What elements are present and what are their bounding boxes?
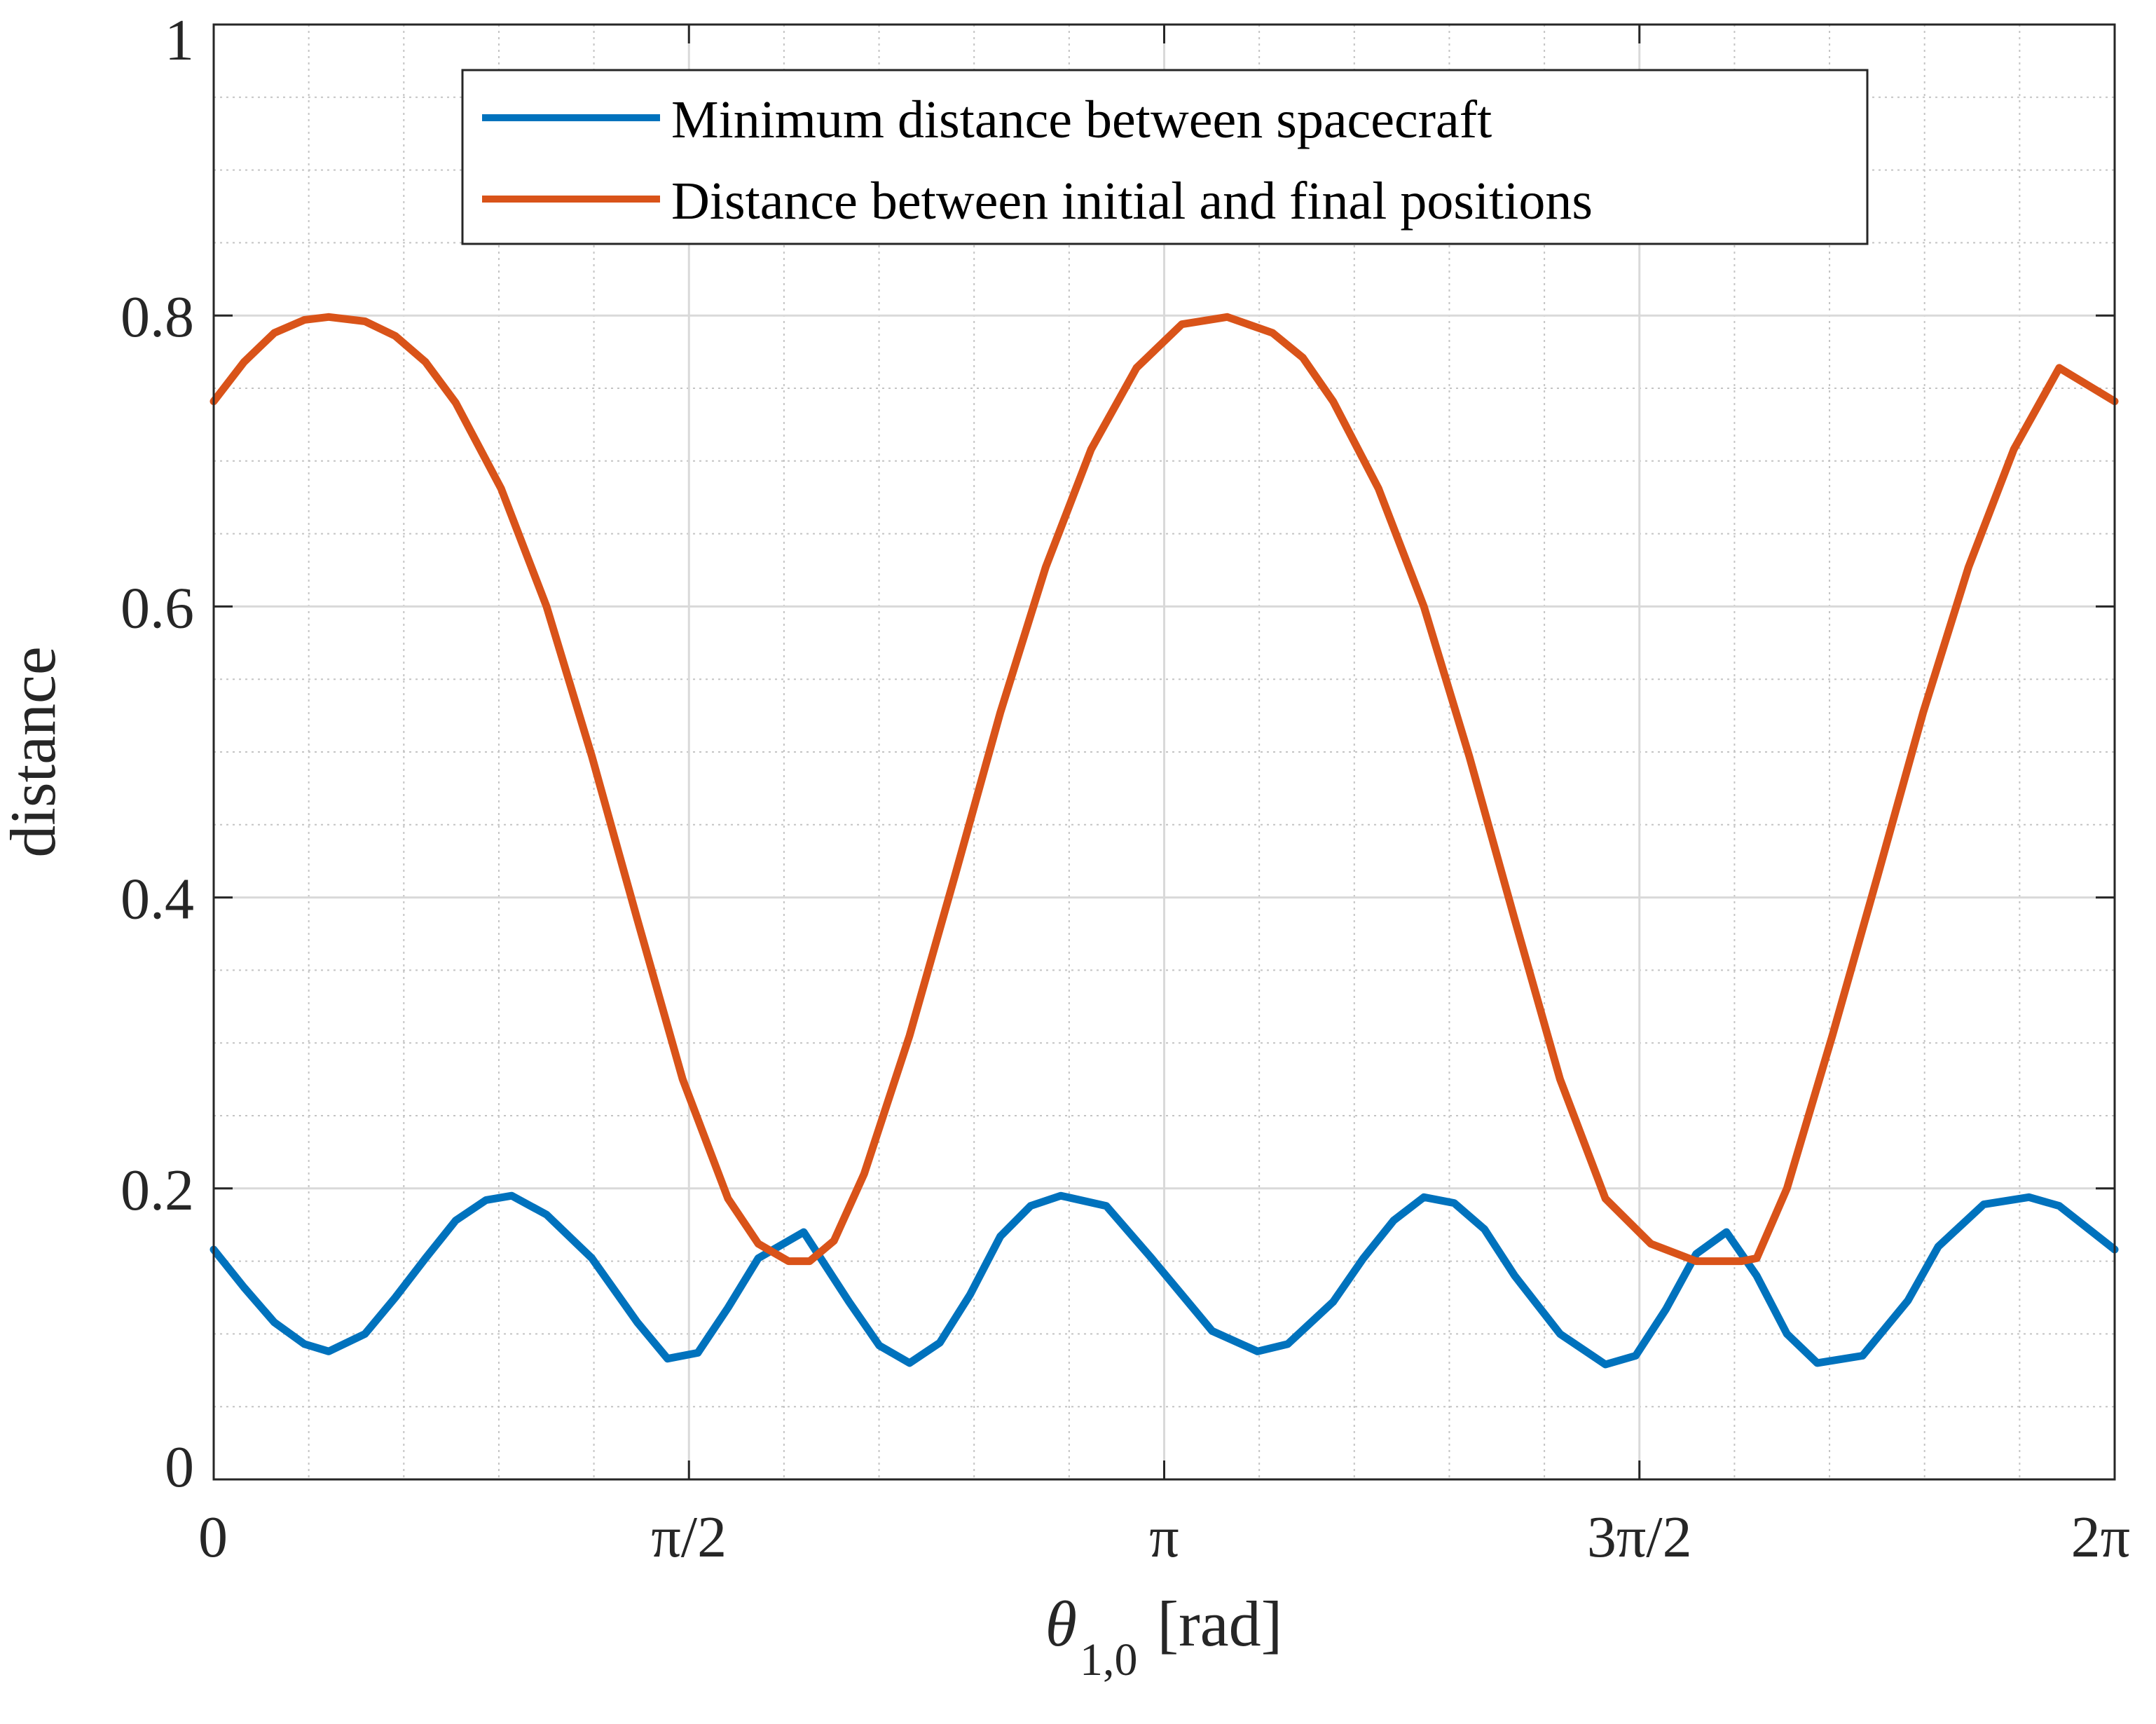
y-tick-label: 1 [165, 8, 194, 73]
legend: Minimum distance between spacecraft Dist… [461, 69, 1869, 245]
y-tick-label: 0.4 [121, 867, 194, 932]
series-layer [210, 313, 2119, 1369]
x-axis-symbol: θ [1045, 1588, 1077, 1660]
y-tick-label: 0.6 [121, 575, 194, 641]
x-tick-label: 3π/2 [1587, 1505, 1692, 1570]
x-tick-label: π [1149, 1505, 1179, 1570]
y-axis-label: distance [0, 646, 69, 857]
legend-label-initial-final-distance: Distance between initial and final posit… [671, 172, 1593, 231]
x-tick-label: 0 [198, 1505, 228, 1570]
x-tick-label: 2π [2071, 1505, 2130, 1570]
y-tick-label: 0.8 [121, 285, 194, 350]
y-tick-label: 0 [165, 1435, 194, 1500]
legend-label-minimum-distance: Minimum distance between spacecraft [671, 90, 1492, 149]
series-line-minimum-distance [210, 1191, 2119, 1369]
x-axis-subscript: 1,0 [1080, 1634, 1138, 1685]
x-tick-label: π/2 [651, 1505, 727, 1570]
x-axis-unit: [rad] [1157, 1588, 1282, 1660]
legend-box [461, 69, 1869, 245]
y-tick-labels: 0 0.2 0.4 0.6 0.8 1 [121, 8, 194, 1500]
x-tick-labels: 0 π/2 π 3π/2 2π [198, 1505, 2130, 1570]
x-axis-label: θ1,0 [rad] [1045, 1588, 1282, 1685]
minor-grid [214, 25, 2115, 1479]
series-line-initial-final-distance [210, 313, 2119, 1266]
tick-marks [212, 23, 2116, 1481]
y-tick-label: 0.2 [121, 1158, 194, 1223]
